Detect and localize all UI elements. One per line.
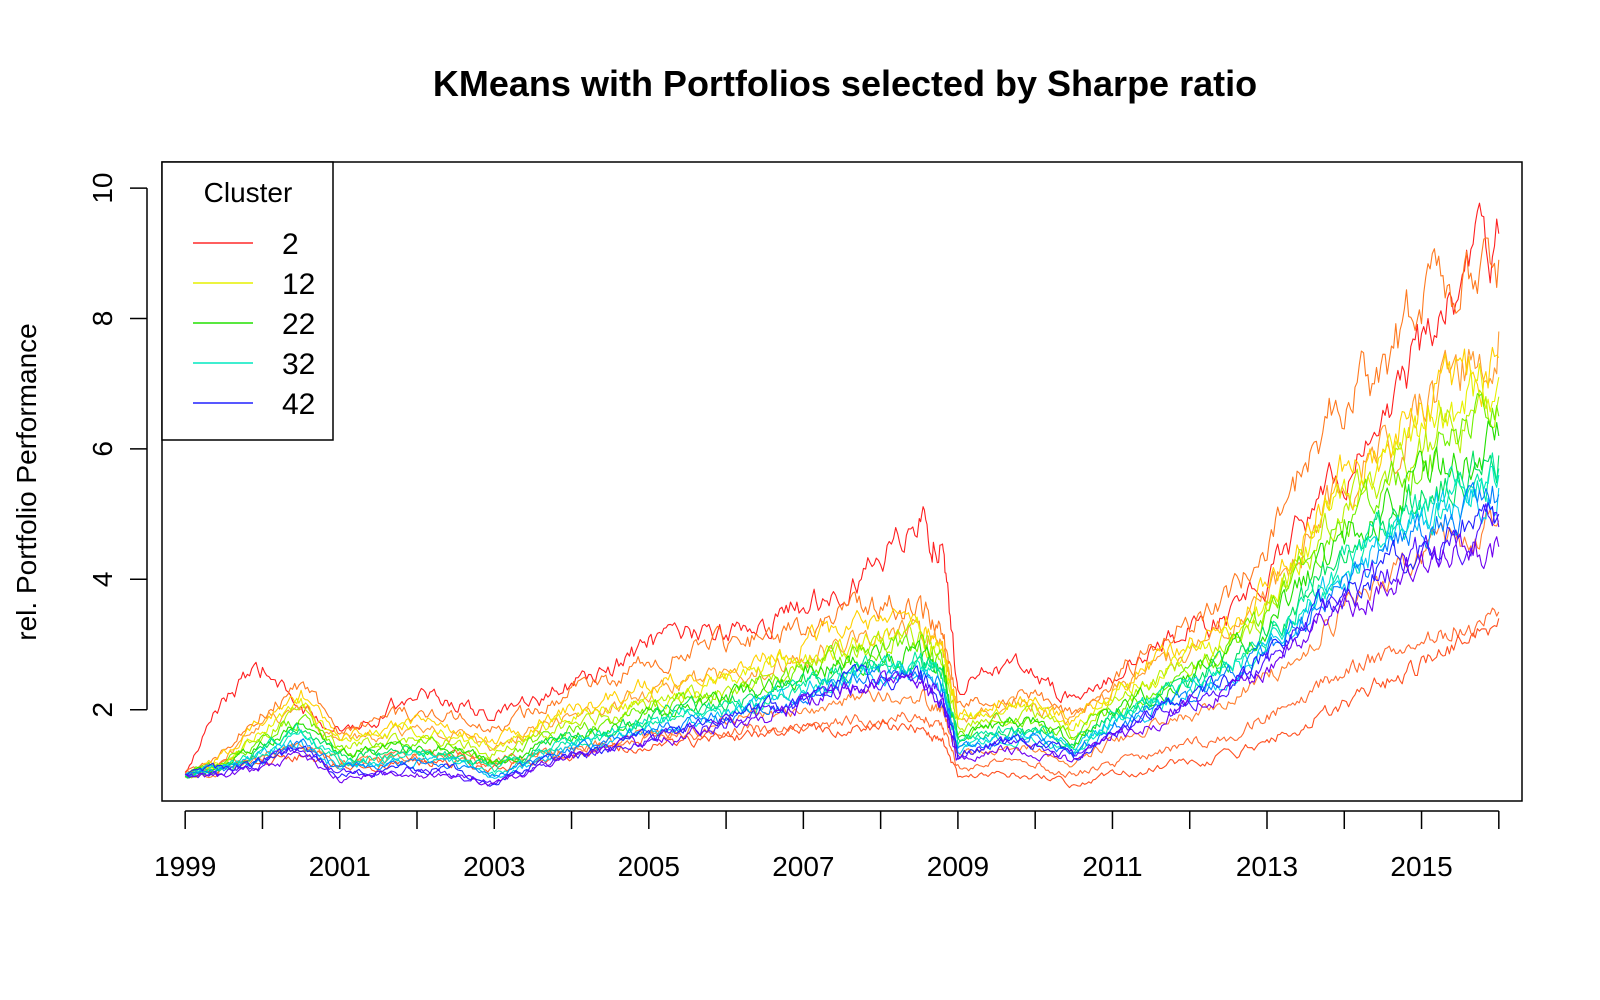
y-axis-label: rel. Portfolio Performance xyxy=(11,323,42,640)
legend-label-3: 22 xyxy=(282,308,315,341)
series-line-4 xyxy=(184,607,1500,778)
series-line-7 xyxy=(184,346,1500,778)
series-line-1 xyxy=(184,202,1500,774)
legend: Cluster 2 12 22 32 42 xyxy=(161,161,334,441)
x-axis: 1999 2001 2003 2005 2007 2009 2011 2013 2015 xyxy=(154,810,1500,882)
x-tick-label-6: 2011 xyxy=(1082,851,1142,882)
legend-label-5: 42 xyxy=(282,388,315,421)
legend-label-2: 12 xyxy=(282,268,315,301)
series-line-16 xyxy=(185,481,1500,778)
series-line-12 xyxy=(184,450,1500,779)
series-line-19 xyxy=(184,533,1500,787)
legend-title: Cluster xyxy=(204,177,293,208)
y-tick-label-0: 2 xyxy=(87,702,118,718)
x-tick-label-3: 2005 xyxy=(618,851,680,882)
x-tick-label-4: 2007 xyxy=(772,851,834,882)
x-tick-label-8: 2015 xyxy=(1390,851,1452,882)
series-line-15 xyxy=(184,487,1500,779)
x-tick-label-7: 2013 xyxy=(1236,851,1298,882)
x-tick-label-0: 1999 xyxy=(154,851,216,882)
y-tick-label-4: 10 xyxy=(87,173,118,204)
series-line-11 xyxy=(184,420,1500,779)
series-line-3 xyxy=(184,331,1500,778)
y-tick-label-3: 8 xyxy=(87,311,118,327)
x-tick-label-5: 2009 xyxy=(927,851,989,882)
y-tick-label-1: 4 xyxy=(87,572,118,588)
series-line-14 xyxy=(184,465,1500,777)
legend-label-1: 2 xyxy=(282,228,299,261)
series-line-18 xyxy=(184,503,1500,785)
series-line-13 xyxy=(184,452,1500,777)
y-tick-label-2: 6 xyxy=(87,441,118,457)
x-tick-label-1: 2001 xyxy=(309,851,371,882)
series-line-17 xyxy=(185,502,1500,787)
chart-title: KMeans with Portfolios selected by Sharp… xyxy=(433,63,1257,104)
x-tick-label-2: 2003 xyxy=(463,851,525,882)
series-line-8 xyxy=(184,363,1500,779)
series-line-9 xyxy=(185,389,1500,779)
series-layer xyxy=(184,202,1500,789)
legend-label-4: 32 xyxy=(282,348,315,381)
plot-frame xyxy=(161,161,1523,802)
series-line-2 xyxy=(184,237,1500,775)
series-line-5 xyxy=(184,618,1500,789)
legend-box xyxy=(161,161,334,441)
y-axis: 2 4 6 8 10 xyxy=(87,173,148,718)
